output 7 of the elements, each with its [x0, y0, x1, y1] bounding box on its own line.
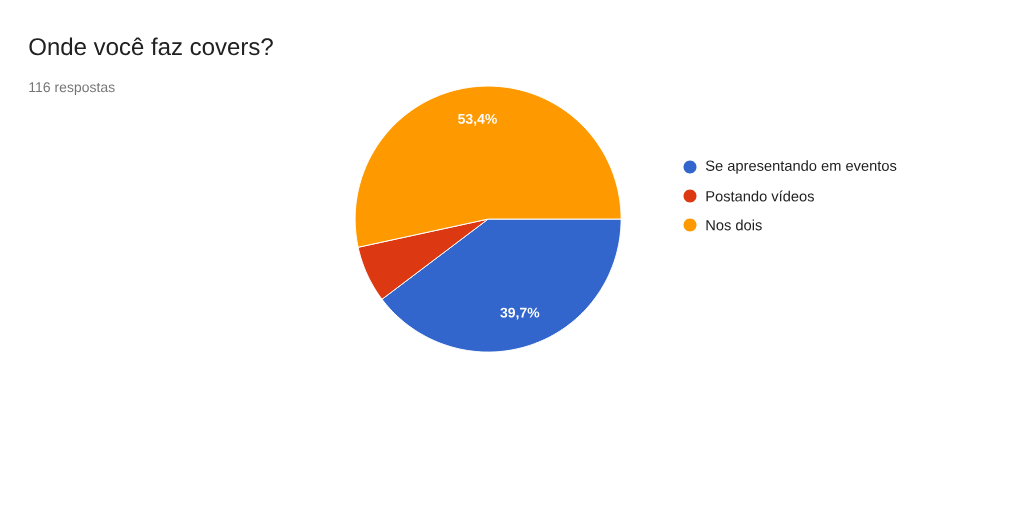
legend-label: Postando vídeos [706, 190, 814, 202]
text: Onde você faz covers? [29, 37, 273, 56]
legend-label: Nos dois [706, 219, 762, 231]
data-label: 53,4% [458, 113, 497, 126]
text: 116 respostas [29, 82, 115, 95]
legend-label: Se apresentando em eventos [705, 160, 897, 174]
data-label: 39,7% [500, 307, 540, 320]
